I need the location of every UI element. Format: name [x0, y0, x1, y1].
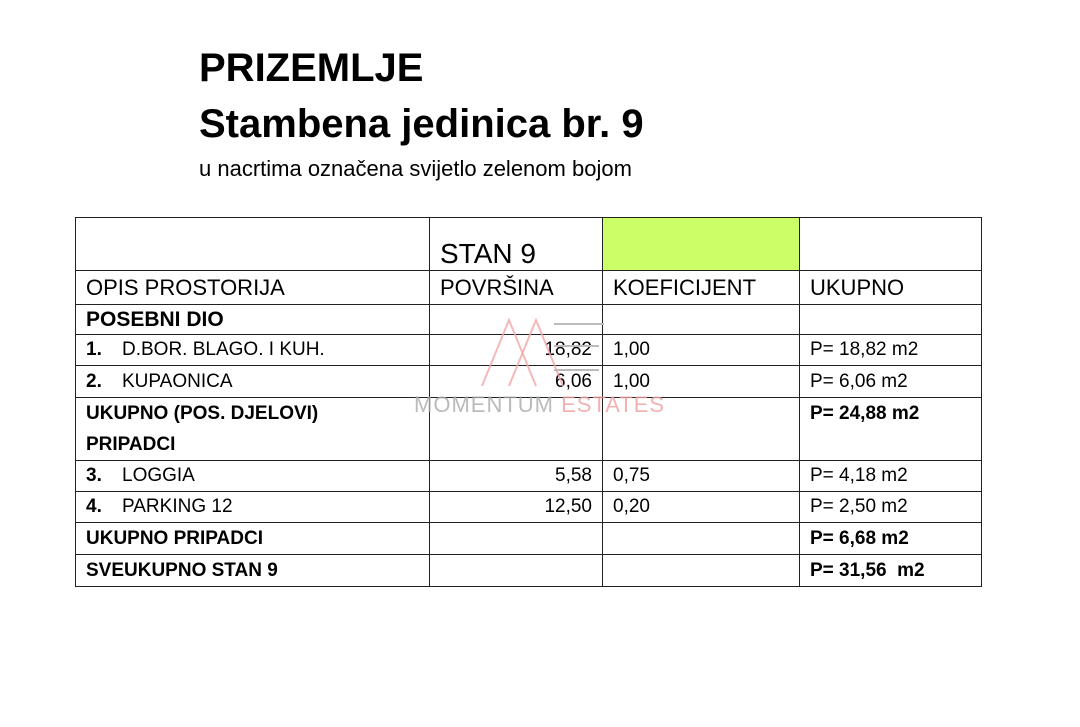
room-coefficient: 1,00	[602, 334, 800, 366]
row-number: 1.	[86, 339, 102, 360]
room-total: P= 6,06 m2	[799, 365, 982, 398]
table-row: 4. PARKING 12 12,50 0,20 P= 2,50 m2	[75, 491, 982, 523]
room-area: 12,50	[429, 491, 603, 523]
grand-total-value: P= 31,56 m2	[799, 554, 982, 587]
row-number: 3.	[86, 465, 102, 486]
room-coefficient: 1,00	[602, 365, 800, 398]
header-total: UKUPNO	[799, 270, 982, 305]
unit-note: u nacrtima označena svijetlo zelenom boj…	[199, 156, 632, 181]
grand-total-row: SVEUKUPNO STAN 9 P= 31,56 m2	[75, 554, 982, 587]
room-coefficient: 0,20	[602, 491, 800, 523]
unit-label: STAN 9	[429, 217, 603, 271]
subtotal-row: UKUPNO (POS. DJELOVI) PRIPADCI P= 24,88 m…	[75, 397, 982, 461]
section-row: POSEBNI DIO	[75, 304, 982, 335]
area-table: STAN 9 OPIS PROSTORIJA POVRŠINA KOEFICIJ…	[75, 217, 982, 587]
header-area: POVRŠINA	[429, 270, 603, 305]
room-area: 5,58	[429, 460, 603, 492]
page-title: PRIZEMLJE	[199, 46, 424, 90]
room-total: P= 2,50 m2	[799, 491, 982, 523]
section-label: PRIPADCI	[86, 434, 176, 455]
room-total: P= 4,18 m2	[799, 460, 982, 492]
subtotal-label: UKUPNO (POS. DJELOVI)	[86, 403, 319, 424]
room-area: 6,06	[429, 365, 603, 398]
subtotal-value: P= 24,88 m2	[799, 397, 982, 461]
table-row: 2. KUPAONICA 6,06 1,00 P= 6,06 m2	[75, 365, 982, 398]
column-header-row: OPIS PROSTORIJA POVRŠINA KOEFICIJENT UKU…	[75, 270, 982, 305]
header-description: OPIS PROSTORIJA	[75, 270, 430, 305]
room-area: 18,82	[429, 334, 603, 366]
unit-title: Stambena jedinica br. 9	[199, 102, 644, 146]
room-name: KUPAONICA	[122, 370, 233, 392]
room-name: D.BOR. BLAGO. I KUH.	[122, 339, 325, 360]
subtotal-value: P= 6,68 m2	[799, 522, 982, 555]
unit-header-row: STAN 9	[75, 217, 982, 271]
room-name: PARKING 12	[122, 496, 233, 517]
grand-total-label: SVEUKUPNO STAN 9	[75, 554, 430, 587]
room-coefficient: 0,75	[602, 460, 800, 492]
row-number: 2.	[86, 370, 102, 392]
room-name: LOGGIA	[122, 465, 195, 486]
subtotal-label: UKUPNO PRIPADCI	[75, 522, 430, 555]
row-number: 4.	[86, 496, 102, 517]
header-coefficient: KOEFICIJENT	[602, 270, 800, 305]
unit-color-swatch	[602, 217, 800, 271]
room-total: P= 18,82 m2	[799, 334, 982, 366]
subtotal-row: UKUPNO PRIPADCI P= 6,68 m2	[75, 522, 982, 555]
table-row: 1. D.BOR. BLAGO. I KUH. 18,82 1,00 P= 18,…	[75, 334, 982, 366]
table-row: 3. LOGGIA 5,58 0,75 P= 4,18 m2	[75, 460, 982, 492]
section-label: POSEBNI DIO	[75, 304, 430, 335]
